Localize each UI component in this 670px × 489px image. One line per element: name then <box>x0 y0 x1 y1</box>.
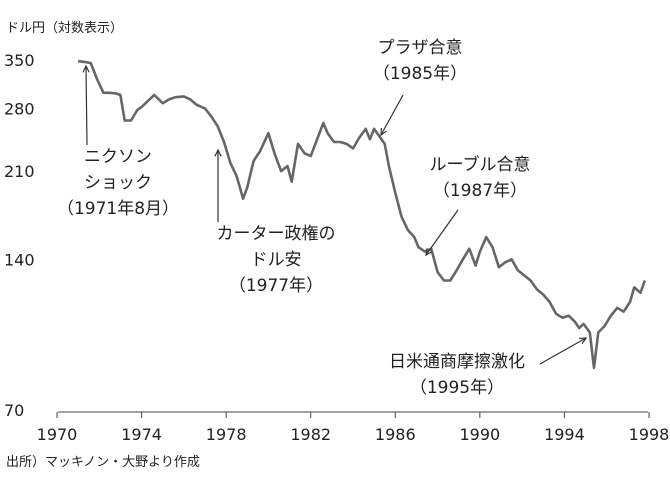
y-axis-label: ドル円（対数表示） <box>6 21 123 36</box>
annotation-carter-line: （1977年） <box>229 276 323 296</box>
annotation-plaza-arrow <box>380 94 404 136</box>
x-axis-ticks: 1970 1974 1978 1982 1986 1990 1994 1998 <box>37 412 670 444</box>
x-tick-label: 1998 <box>629 425 670 444</box>
x-tick-label: 1990 <box>459 425 500 444</box>
y-tick-label: 70 <box>4 401 24 420</box>
y-tick-label: 140 <box>4 250 35 269</box>
source-note: 出所）マッキノン・大野より作成 <box>6 455 200 470</box>
y-axis-ticks: 350 280 210 140 70 <box>4 51 35 420</box>
annotation-japan_us-line: 日米通商摩擦激化 <box>389 352 525 372</box>
x-tick-label: 1970 <box>37 425 78 444</box>
annotation-carter-arrowhead <box>214 148 222 157</box>
annotation-carter-line: カーター政権の <box>217 224 336 244</box>
annotation-louvre-arrow <box>425 209 459 256</box>
annotation-plaza-line: （1985年） <box>373 64 467 84</box>
x-tick-label: 1974 <box>121 425 162 444</box>
annotation-nixon-line: ショック <box>84 173 152 193</box>
annotation-carter-line: ドル安 <box>251 250 302 270</box>
y-tick-label: 280 <box>4 100 35 119</box>
annotation-louvre-arrowhead <box>425 247 433 257</box>
annotation-plaza-arrowhead <box>380 127 388 137</box>
y-tick-label: 210 <box>4 162 35 181</box>
x-tick-label: 1994 <box>544 425 585 444</box>
x-tick-label: 1982 <box>290 425 331 444</box>
annotation-japan_us-arrowhead <box>578 337 588 345</box>
annotation-nixon-arrowhead <box>82 64 90 73</box>
annotation-japan_us-arrow <box>539 337 587 365</box>
annotation-nixon-line: （1971年8月） <box>57 199 179 219</box>
x-tick-label: 1986 <box>375 425 416 444</box>
series-line <box>77 59 647 370</box>
annotation-japan_us-line: （1995年） <box>410 378 504 398</box>
annotation-louvre-line: ルーブル合意 <box>430 154 531 175</box>
annotation-nixon-arrow <box>85 65 88 146</box>
annotation-plaza-line: プラザ合意 <box>378 38 463 58</box>
y-tick-label: 350 <box>4 51 35 70</box>
annotation-louvre-line: （1987年） <box>433 181 527 201</box>
x-tick-label: 1978 <box>206 425 247 444</box>
annotation-nixon-line: ニクソン <box>84 147 152 167</box>
